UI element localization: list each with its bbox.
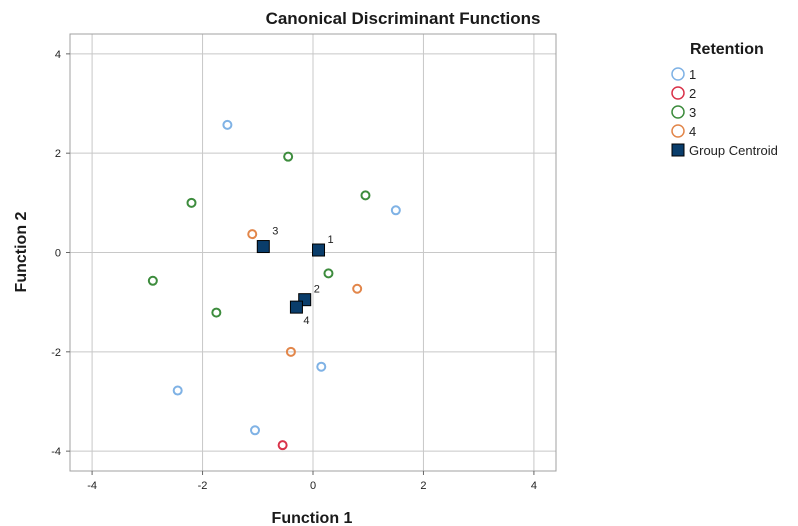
legend-swatch-4 [671,124,685,138]
y-tick-label: 2 [55,148,61,160]
x-tick-label: -2 [198,480,208,492]
x-axis-title: Function 1 [272,510,353,526]
retention-3-point [211,307,222,318]
legend-label: 1 [689,67,696,82]
group-centroid-marker [256,240,270,254]
chart-title: Canonical Discriminant Functions [266,9,541,28]
axis-ticks: -4 -2 0 2 4 -4 -2 0 2 4 [51,49,537,492]
retention-3-point [283,151,294,162]
centroid-label: 1 [328,234,334,246]
retention-1-point [250,425,261,436]
retention-4-point [247,229,258,240]
legend: Retention 1 2 3 4 Group Centroid [671,41,778,158]
retention-3-point [360,190,371,201]
grid [70,34,556,471]
y-tick-label: -2 [51,347,61,359]
legend-swatch-1 [671,67,685,81]
group-centroid-marker [289,300,303,314]
y-tick-label: 0 [55,248,61,260]
legend-label: 4 [689,124,696,139]
y-axis-title: Function 2 [13,211,30,292]
retention-1-point [390,205,401,216]
retention-1-point [222,119,233,130]
legend-swatch-3 [671,105,685,119]
retention-3-point [323,268,334,279]
retention-4-point [285,346,296,357]
legend-centroid-swatch [671,143,685,157]
legend-label: 3 [689,105,696,120]
centroid-label: 3 [272,226,278,238]
retention-3-point [147,275,158,286]
retention-1-point [316,361,327,372]
y-tick-label: -4 [51,446,61,458]
centroid-label: 2 [314,284,320,296]
x-tick-label: 2 [420,480,426,492]
retention-1-point [172,385,183,396]
legend-title: Retention [690,41,764,58]
retention-4-point [352,283,363,294]
y-tick-label: 4 [55,49,61,61]
data-points: 1 2 3 4 [147,119,401,451]
legend-swatch-2 [671,86,685,100]
x-tick-label: 0 [310,480,316,492]
x-tick-label: 4 [531,480,537,492]
legend-label: 2 [689,86,696,101]
legend-label: Group Centroid [689,143,778,158]
centroid-label: 4 [303,315,309,327]
retention-3-point [186,197,197,208]
retention-2-point [277,440,288,451]
x-tick-label: -4 [87,480,97,492]
group-centroid-marker [312,243,326,257]
